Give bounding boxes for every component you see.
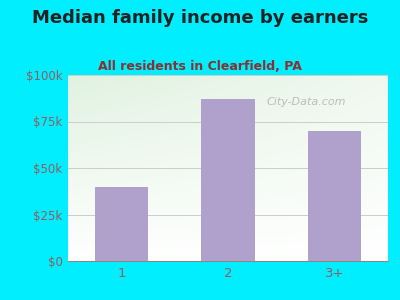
Text: City-Data.com: City-Data.com (266, 97, 346, 107)
Bar (95, 187, 148, 261)
Text: Median family income by earners: Median family income by earners (32, 9, 368, 27)
Text: All residents in Clearfield, PA: All residents in Clearfield, PA (98, 60, 302, 73)
Bar (308, 131, 361, 261)
Bar (201, 99, 255, 261)
